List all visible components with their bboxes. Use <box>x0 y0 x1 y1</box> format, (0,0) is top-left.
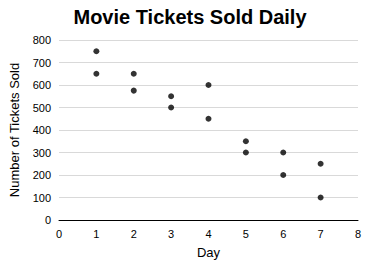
svg-text:100: 100 <box>33 192 51 204</box>
svg-text:0: 0 <box>56 228 62 240</box>
svg-text:1: 1 <box>93 228 99 240</box>
svg-text:2: 2 <box>131 228 137 240</box>
svg-text:0: 0 <box>45 214 51 226</box>
svg-text:300: 300 <box>33 147 51 159</box>
svg-text:Movie Tickets Sold Daily: Movie Tickets Sold Daily <box>73 6 307 28</box>
svg-text:5: 5 <box>243 228 249 240</box>
svg-text:8: 8 <box>355 228 361 240</box>
svg-text:Day: Day <box>197 245 221 260</box>
svg-text:500: 500 <box>33 102 51 114</box>
svg-text:6: 6 <box>280 228 286 240</box>
svg-text:3: 3 <box>168 228 174 240</box>
svg-text:700: 700 <box>33 57 51 69</box>
svg-text:600: 600 <box>33 79 51 91</box>
svg-text:Number of Tickets Sold: Number of Tickets Sold <box>7 63 22 197</box>
svg-text:200: 200 <box>33 169 51 181</box>
svg-text:400: 400 <box>33 124 51 136</box>
svg-text:4: 4 <box>205 228 211 240</box>
svg-text:7: 7 <box>318 228 324 240</box>
svg-text:800: 800 <box>33 34 51 46</box>
